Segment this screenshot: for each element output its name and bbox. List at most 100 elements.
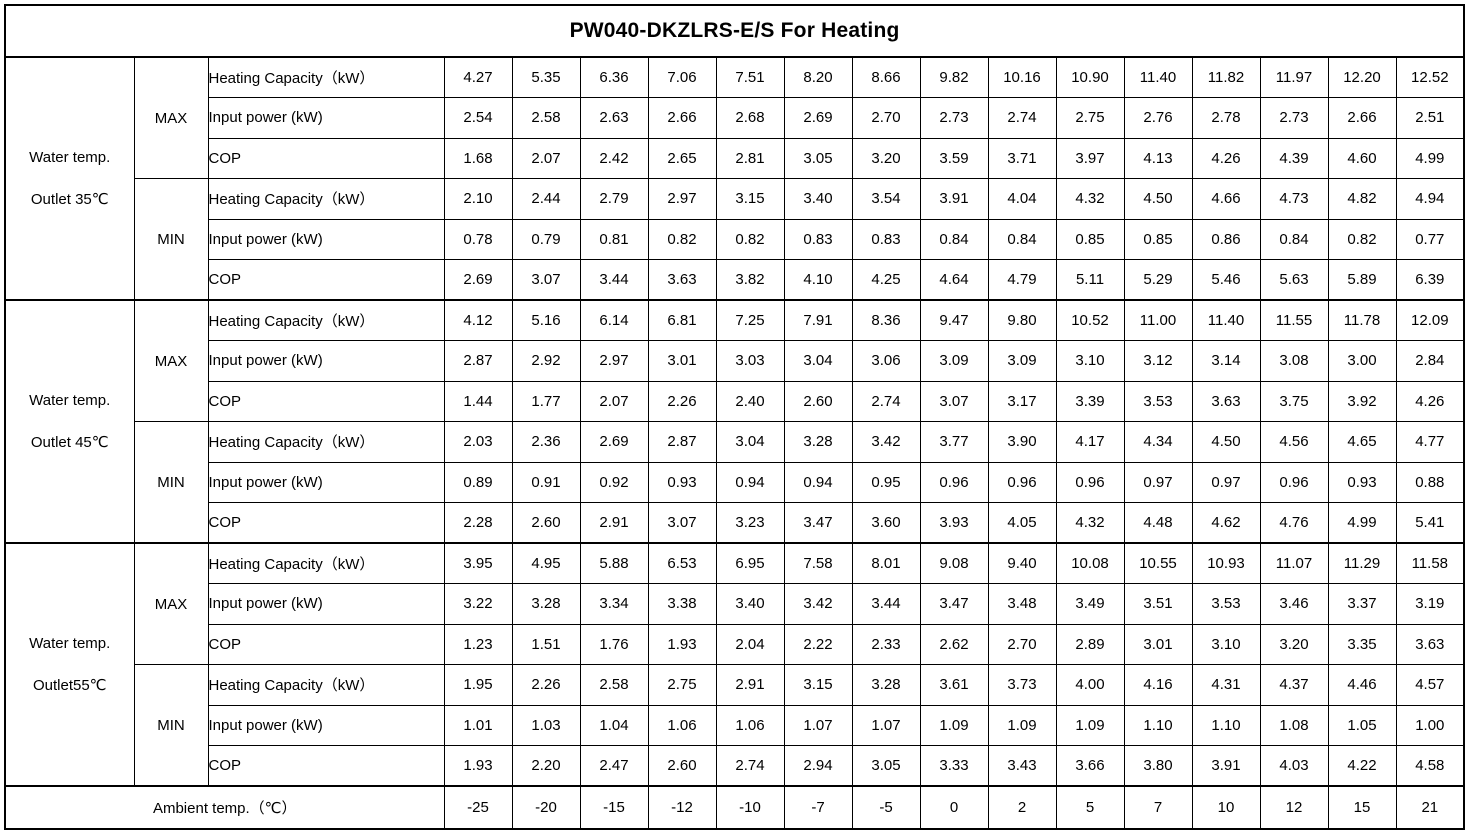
value-cell: 1.51 (511, 623, 581, 665)
table-row: MIN Heating Capacity（kW） 2.10 2.44 2.79 2.97 3… (5, 178, 1465, 301)
value-cell: 8.01 (851, 542, 921, 584)
value-cell: 1.07 (783, 704, 853, 746)
value-cell: 2.26 (511, 664, 581, 706)
value-cell: 0.96 (919, 461, 989, 503)
value-cell: 5.29 (1123, 259, 1193, 301)
value-cell: 4.32 (1055, 502, 1125, 544)
value-cell: 0.94 (783, 461, 853, 503)
value-cell: 3.49 (1055, 583, 1125, 625)
metric-label-cop: COP (207, 502, 445, 544)
value-cell: 0.82 (647, 218, 717, 260)
value-cell: 4.10 (783, 259, 853, 301)
value-cell: 3.05 (851, 745, 921, 787)
value-cell: 3.10 (1191, 623, 1261, 665)
max-label: MAX (133, 56, 209, 179)
value-cell: 3.17 (987, 380, 1057, 422)
value-cell: 0.79 (511, 218, 581, 260)
value-cell: 0.96 (1259, 461, 1329, 503)
value-cell: 1.93 (647, 623, 717, 665)
value-cell: 3.15 (715, 178, 785, 220)
value-cell: 2.91 (579, 502, 649, 544)
value-cell: 5.46 (1191, 259, 1261, 301)
value-cell: 3.75 (1259, 380, 1329, 422)
value-cell: 1.09 (987, 704, 1057, 746)
value-cell: 12.20 (1327, 56, 1397, 98)
table-row: Water temp. Outlet 45℃ MAX Heating Capacity… (4, 299, 1465, 544)
value-cell: 11.40 (1123, 56, 1193, 98)
value-cell: 2.58 (511, 97, 581, 139)
value-cell: 3.63 (1191, 380, 1261, 422)
ambient-value-cell: -15 (579, 785, 649, 830)
value-cell: 8.36 (851, 299, 921, 341)
ambient-value-cell: 15 (1327, 785, 1397, 830)
max-label: MAX (133, 299, 209, 422)
value-cell: 0.85 (1123, 218, 1193, 260)
value-cell: 1.23 (443, 623, 513, 665)
value-cell: 2.75 (1055, 97, 1125, 139)
ambient-value-cell: -10 (715, 785, 785, 830)
table-row: COP 1.93 2.20 2.47 2.60 2.74 2.94 3.05 3.33 3.43 3… (5, 745, 1465, 787)
value-cell: 7.25 (715, 299, 785, 341)
value-cell: 11.78 (1327, 299, 1397, 341)
value-cell: 1.01 (443, 704, 513, 746)
value-cell: 2.89 (1055, 623, 1125, 665)
value-cell: 5.11 (1055, 259, 1125, 301)
value-cell: 3.20 (1259, 623, 1329, 665)
value-cell: 3.40 (715, 583, 785, 625)
value-cell: 0.97 (1123, 461, 1193, 503)
value-cell: 0.92 (579, 461, 649, 503)
value-cell: 0.83 (851, 218, 921, 260)
table-row: Input power (kW) 3.22 3.28 3.34 3.38 3.40 3.42… (5, 583, 1465, 625)
value-cell: 2.20 (511, 745, 581, 787)
value-cell: 3.90 (987, 421, 1057, 463)
section-label-line2: Outlet55℃ (32, 677, 107, 694)
value-cell: 3.63 (647, 259, 717, 301)
value-cell: 3.51 (1123, 583, 1193, 625)
value-cell: 1.95 (443, 664, 513, 706)
value-cell: 8.66 (851, 56, 921, 98)
value-cell: 6.95 (715, 542, 785, 584)
value-cell: 2.58 (579, 664, 649, 706)
value-cell: 2.70 (851, 97, 921, 139)
value-cell: 0.85 (1055, 218, 1125, 260)
value-cell: 4.05 (987, 502, 1057, 544)
value-cell: 6.39 (1395, 259, 1465, 301)
metric-label-cop: COP (207, 380, 445, 422)
value-cell: 4.82 (1327, 178, 1397, 220)
value-cell: 2.62 (919, 623, 989, 665)
value-cell: 4.04 (987, 178, 1057, 220)
value-cell: 3.10 (1055, 340, 1125, 382)
value-cell: 2.78 (1191, 97, 1261, 139)
value-cell: 2.69 (579, 421, 649, 463)
value-cell: 2.70 (987, 623, 1057, 665)
value-cell: 3.39 (1055, 380, 1125, 422)
value-cell: 3.43 (987, 745, 1057, 787)
value-cell: 2.28 (443, 502, 513, 544)
value-cell: 4.79 (987, 259, 1057, 301)
value-cell: 0.82 (1327, 218, 1397, 260)
value-cell: 4.77 (1395, 421, 1465, 463)
value-cell: 10.90 (1055, 56, 1125, 98)
table-row: Input power (kW) 0.89 0.91 0.92 0.93 0.94 0.94… (5, 461, 1465, 503)
value-cell: 2.40 (715, 380, 785, 422)
metric-label-input_power: Input power (kW) (207, 704, 445, 746)
value-cell: 2.73 (1259, 97, 1329, 139)
value-cell: 3.28 (783, 421, 853, 463)
value-cell: 3.38 (647, 583, 717, 625)
value-cell: 4.64 (919, 259, 989, 301)
value-cell: 3.28 (851, 664, 921, 706)
value-cell: 2.76 (1123, 97, 1193, 139)
value-cell: 1.03 (511, 704, 581, 746)
value-cell: 2.26 (647, 380, 717, 422)
value-cell: 2.75 (647, 664, 717, 706)
value-cell: 2.84 (1395, 340, 1465, 382)
value-cell: 0.84 (987, 218, 1057, 260)
value-cell: 4.48 (1123, 502, 1193, 544)
section-label-line1: Water temp. (29, 635, 111, 652)
value-cell: 4.99 (1327, 502, 1397, 544)
value-cell: 3.91 (1191, 745, 1261, 787)
metric-label-cop: COP (207, 137, 445, 179)
value-cell: 4.39 (1259, 137, 1329, 179)
value-cell: 3.15 (783, 664, 853, 706)
table-title: PW040-DKZLRS-E/S For Heating (4, 4, 1465, 58)
